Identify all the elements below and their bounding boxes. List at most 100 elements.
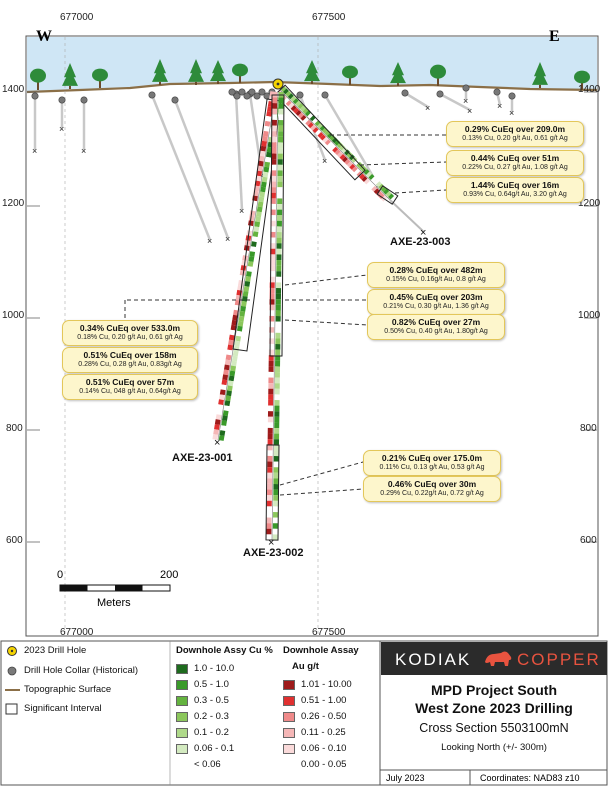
historical-collar-icon bbox=[228, 88, 236, 96]
assay-au-segment bbox=[315, 129, 322, 136]
assay-au-segment bbox=[319, 134, 326, 141]
assay-au-segment bbox=[249, 210, 256, 217]
assay-au-segment bbox=[238, 279, 244, 286]
assay-au-segment bbox=[288, 102, 295, 109]
callout-leader-line bbox=[359, 161, 447, 166]
assay-au-segment bbox=[237, 284, 243, 291]
assay-au-segment bbox=[217, 404, 224, 411]
assay-au-segment bbox=[233, 304, 240, 311]
historical-collar-icon bbox=[321, 91, 329, 99]
au-legend-range-label: 0.00 - 0.05 bbox=[301, 759, 347, 770]
callout-headline: 0.45% CuEq over 203m bbox=[389, 292, 483, 302]
elev-right-1000: 1000 bbox=[578, 310, 601, 321]
assay-au-segment bbox=[327, 141, 334, 148]
cu-legend-range-label: 0.2 - 0.3 bbox=[194, 711, 229, 722]
historical-collar-icon bbox=[401, 89, 409, 97]
assay-cu-segment bbox=[346, 151, 353, 158]
elev-left-1200: 1200 bbox=[2, 198, 25, 209]
callout-axe002-482m: 0.28% CuEq over 482m 0.15% Cu, 0.16g/t A… bbox=[367, 262, 505, 288]
historical-drill-trace bbox=[150, 94, 212, 241]
logo-copper: COPPER bbox=[517, 650, 601, 669]
assay-cu-segment bbox=[368, 173, 375, 180]
assay-cu-segment bbox=[307, 112, 314, 119]
assay-au-segment bbox=[235, 294, 242, 301]
assay-au-segment bbox=[260, 145, 267, 152]
assay-cu-segment bbox=[241, 300, 247, 307]
au-legend-swatch bbox=[283, 760, 295, 770]
assay-cu-segment bbox=[260, 186, 266, 193]
callout-detail: 0.18% Cu, 0.20 g/t Au, 0.61 g/t Ag bbox=[77, 334, 183, 341]
assay-au-segment bbox=[223, 364, 230, 371]
assay-au-segment bbox=[363, 178, 370, 185]
assay-au-segment bbox=[230, 324, 237, 331]
assay-cu-segment bbox=[228, 375, 235, 382]
callout-detail: 0.93% Cu, 0.64g/t Au, 3.20 g/t Ag bbox=[463, 191, 567, 198]
hole-end-marker: × bbox=[509, 108, 514, 118]
assay-au-segment bbox=[293, 107, 300, 114]
au-legend-range-label: 0.11 - 0.25 bbox=[301, 727, 346, 738]
assay-au-segment bbox=[295, 110, 302, 117]
assay-cu-segment bbox=[229, 370, 236, 377]
assay-cu-segment bbox=[249, 251, 256, 257]
assay-cu-segment bbox=[317, 122, 324, 129]
assay-au-segment bbox=[349, 163, 356, 170]
assay-cu-segment bbox=[238, 315, 245, 322]
assay-cu-segment bbox=[231, 355, 238, 362]
significant-interval-box bbox=[376, 185, 399, 205]
assay-cu-segment bbox=[247, 261, 254, 267]
assay-au-segment bbox=[228, 334, 235, 341]
assay-cu-segment bbox=[230, 365, 237, 372]
assay-au-segment bbox=[236, 289, 243, 296]
assay-au-segment bbox=[248, 215, 255, 222]
assay-au-segment bbox=[264, 120, 271, 127]
assay-cu-segment bbox=[239, 310, 246, 317]
cu-legend-swatch bbox=[176, 744, 188, 754]
assay-au-segment bbox=[219, 394, 225, 401]
hole-end-marker: × bbox=[32, 146, 37, 156]
assay-cu-segment bbox=[220, 425, 227, 431]
assay-au-segment bbox=[215, 414, 222, 420]
elev-left-1400: 1400 bbox=[2, 84, 25, 95]
assay-cu-segment bbox=[263, 166, 270, 173]
assay-cu-segment bbox=[252, 231, 259, 238]
assay-au-segment bbox=[337, 151, 344, 158]
assay-cu-segment bbox=[302, 107, 309, 114]
historical-collar-icon bbox=[171, 96, 179, 104]
callout-detail: 0.50% Cu, 0.40 g/t Au, 1.80g/t Ag bbox=[384, 328, 488, 335]
assay-cu-segment bbox=[295, 100, 302, 107]
assay-au-segment bbox=[234, 299, 241, 306]
assay-cu-segment bbox=[251, 241, 257, 248]
callout-headline: 1.44% CuEq over 16m bbox=[470, 180, 560, 190]
assay-cu-segment bbox=[231, 360, 237, 367]
assay-au-segment bbox=[239, 270, 246, 276]
au-legend-swatch bbox=[283, 680, 295, 690]
callout-axe003-209m: 0.29% CuEq over 209.0m 0.13% Cu, 0.20 g/… bbox=[446, 121, 584, 147]
assay-cu-segment bbox=[250, 246, 256, 253]
assay-cu-segment bbox=[248, 256, 255, 262]
historical-collar-icon bbox=[248, 88, 256, 96]
assay-cu-segment bbox=[329, 134, 336, 141]
assay-cu-segment bbox=[348, 154, 355, 161]
scale-unit-label: Meters bbox=[97, 597, 131, 609]
assay-cu-segment bbox=[223, 405, 230, 412]
title-line-1: MPD Project South bbox=[430, 682, 557, 698]
assay-au-segment bbox=[312, 127, 319, 134]
assay-au-segment bbox=[344, 158, 351, 165]
assay-au-segment bbox=[226, 349, 233, 356]
assay-cu-segment bbox=[265, 156, 271, 163]
assay-cu-segment bbox=[287, 93, 294, 100]
assay-au-segment bbox=[228, 339, 234, 346]
assay-cu-segment bbox=[259, 191, 266, 198]
bear-logo-icon bbox=[485, 651, 512, 666]
callout-axe002-175m: 0.21% CuEq over 175.0m 0.11% Cu, 0.13 g/… bbox=[363, 450, 501, 476]
cu-legend-range-label: 0.3 - 0.5 bbox=[194, 695, 229, 706]
assay-au-segment bbox=[324, 139, 331, 146]
assay-au-segment bbox=[346, 161, 353, 168]
au-legend-range-label: 0.06 - 0.10 bbox=[301, 743, 347, 754]
assay-cu-segment bbox=[292, 98, 299, 105]
callout-detail: 0.28% Cu, 0.28 g/t Au, 0.83g/t Ag bbox=[78, 361, 182, 368]
assay-cu-segment bbox=[383, 188, 390, 195]
assay-au-segment bbox=[366, 180, 373, 187]
assay-au-segment bbox=[238, 275, 245, 281]
cu-legend-swatch bbox=[176, 696, 188, 706]
